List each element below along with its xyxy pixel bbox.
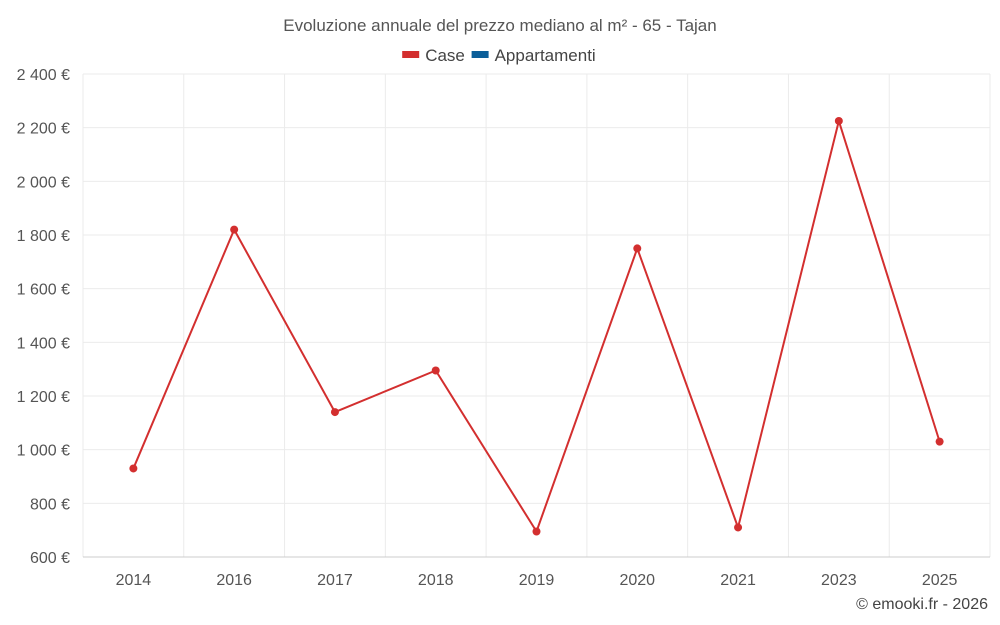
y-tick-label: 600 €: [30, 550, 70, 567]
x-axis: 2014 2016 2017 2018 2019 2020 2021 2023 2025: [83, 556, 990, 589]
legend-swatch-1: [471, 51, 489, 58]
x-tick-label: 2023: [821, 572, 857, 589]
data-point[interactable]: [734, 523, 743, 532]
data-point[interactable]: [633, 244, 642, 253]
grid: [82, 73, 991, 557]
series-line-case: [132, 119, 941, 533]
x-tick-label: 2019: [519, 572, 555, 589]
x-tick-label: 2025: [922, 572, 958, 589]
x-tick-label: 2016: [216, 572, 252, 589]
x-tick-label: 2021: [720, 572, 756, 589]
series-layer: [129, 116, 944, 536]
y-tick-label: 800 €: [30, 496, 70, 513]
data-point[interactable]: [330, 408, 339, 417]
data-point[interactable]: [935, 437, 944, 446]
y-tick-label: 1 200 €: [17, 389, 70, 406]
y-tick-label: 2 000 €: [17, 174, 70, 191]
data-point[interactable]: [129, 464, 138, 473]
y-tick-label: 1 800 €: [17, 228, 70, 245]
y-tick-label: 1 000 €: [17, 443, 70, 460]
legend: Case Appartamenti: [402, 46, 596, 65]
legend-label-0: Case: [425, 46, 465, 65]
data-point[interactable]: [834, 116, 843, 125]
y-tick-label: 1 400 €: [17, 335, 70, 352]
x-tick-label: 2018: [418, 572, 454, 589]
y-tick-label: 1 600 €: [17, 282, 70, 299]
x-tick-label: 2020: [619, 572, 655, 589]
y-axis: 600 € 800 € 1 000 € 1 200 € 1 400 € 1 600 € 1 …: [17, 67, 70, 567]
data-point[interactable]: [431, 366, 440, 375]
legend-swatch-0: [402, 51, 420, 58]
y-tick-label: 2 400 €: [17, 67, 70, 84]
y-tick-label: 2 200 €: [17, 121, 70, 138]
chart-title: Evoluzione annuale del prezzo mediano al…: [283, 16, 716, 35]
x-tick-label: 2017: [317, 572, 353, 589]
data-point[interactable]: [532, 527, 541, 536]
data-point[interactable]: [230, 225, 239, 234]
credit-text: © emooki.fr - 2026: [856, 596, 988, 613]
legend-label-1: Appartamenti: [495, 46, 596, 65]
x-tick-label: 2014: [116, 572, 152, 589]
